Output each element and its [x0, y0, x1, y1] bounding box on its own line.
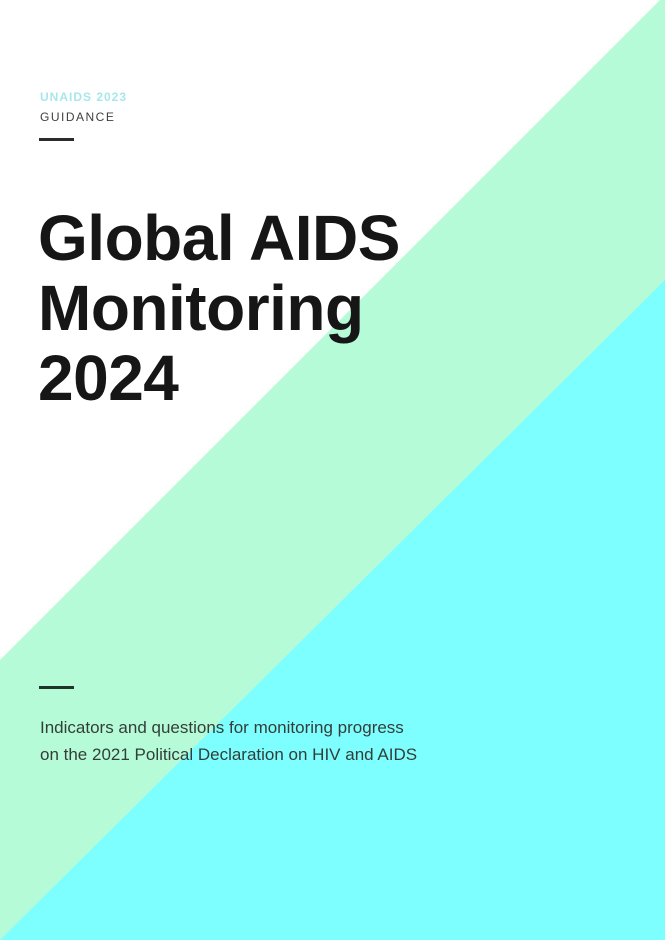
subtitle-line-1: Indicators and questions for monitoring … [40, 718, 404, 737]
subtitle-line-2: on the 2021 Political Declaration on HIV… [40, 745, 418, 764]
title-line-3: 2024 [38, 342, 179, 414]
top-divider-dash [39, 138, 74, 141]
title-line-2: Monitoring [38, 272, 364, 344]
document-type-label: GUIDANCE [40, 110, 116, 124]
subtitle: Indicators and questions for monitoring … [40, 714, 417, 768]
publisher-year-label: UNAIDS 2023 [40, 90, 128, 104]
title-line-1: Global AIDS [38, 202, 400, 274]
bottom-divider-dash [39, 686, 74, 689]
page-title: Global AIDS Monitoring 2024 [38, 203, 400, 413]
